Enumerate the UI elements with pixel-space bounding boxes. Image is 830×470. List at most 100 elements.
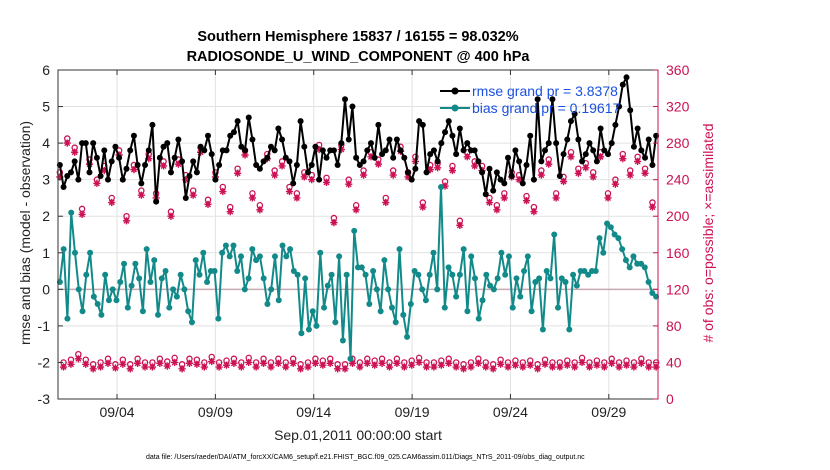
rmse-point xyxy=(497,176,504,183)
rmse-point xyxy=(434,158,441,165)
obs-assimilated-marker xyxy=(367,153,375,161)
rmse-point xyxy=(108,158,115,165)
bias-point xyxy=(471,275,478,282)
rmse-point xyxy=(419,121,426,128)
rmse-point xyxy=(334,162,341,169)
obs-assimilated-marker xyxy=(611,180,620,188)
x-tick-label: 09/29 xyxy=(591,404,626,420)
obs-assimilated-marker xyxy=(308,176,316,184)
bias-point xyxy=(445,264,452,271)
bias-point xyxy=(215,315,222,322)
rmse-point xyxy=(545,140,552,147)
rmse-point xyxy=(230,129,237,136)
x-tick-label: 09/09 xyxy=(198,404,233,420)
obs-assimilated-marker xyxy=(93,179,101,187)
obs-assimilated-marker xyxy=(589,173,597,181)
bias-point xyxy=(79,308,86,315)
obs-assimilated-marker xyxy=(400,363,408,371)
rmse-point xyxy=(175,136,182,143)
rmse-point xyxy=(375,121,382,128)
obs-assimilated-marker xyxy=(511,361,520,369)
obs-assimilated-marker xyxy=(282,363,290,371)
legend-bias-label: bias grand pr = 0.19617 xyxy=(472,100,620,116)
rmse-point xyxy=(442,129,449,136)
bias-point xyxy=(204,279,211,286)
obs-assimilated-marker xyxy=(148,363,157,371)
rmse-point xyxy=(134,162,141,169)
obs-assimilated-marker xyxy=(311,359,320,367)
rmse-point xyxy=(493,169,500,176)
bias-point xyxy=(339,337,346,344)
bias-point xyxy=(385,286,392,293)
rmse-point xyxy=(167,169,174,176)
rmse-point xyxy=(538,158,545,165)
rmse-point xyxy=(353,154,360,161)
obs-assimilated-marker xyxy=(482,363,490,371)
rmse-point xyxy=(460,147,467,154)
obs-assimilated-marker xyxy=(137,191,145,199)
obs-assimilated-marker xyxy=(378,359,386,367)
rmse-point xyxy=(630,143,637,150)
rmse-point xyxy=(186,173,193,180)
obs-assimilated-marker xyxy=(319,361,327,369)
rmse-point xyxy=(242,147,249,154)
obs-assimilated-marker xyxy=(163,362,171,370)
rmse-point xyxy=(619,81,626,88)
rmse-point xyxy=(282,154,289,161)
bias-point xyxy=(366,300,373,307)
rmse-point xyxy=(638,147,645,154)
obs-assimilated-marker xyxy=(604,194,612,202)
rmse-point xyxy=(138,180,145,187)
bias-point xyxy=(324,282,331,289)
obs-assimilated-marker xyxy=(493,206,501,214)
bias-point xyxy=(87,249,94,256)
bias-point xyxy=(521,268,528,275)
obs-assimilated-marker xyxy=(456,221,464,229)
bias-point xyxy=(649,289,656,296)
rmse-point xyxy=(75,176,82,183)
bias-point xyxy=(256,253,263,260)
bias-point xyxy=(532,279,539,286)
rmse-point xyxy=(312,143,319,150)
rmse-point xyxy=(527,132,534,139)
obs-assimilated-marker xyxy=(563,361,571,369)
obs-assimilated-marker xyxy=(582,164,590,172)
obs-assimilated-marker xyxy=(259,359,268,367)
bias-point xyxy=(71,249,78,256)
bias-point xyxy=(181,286,188,293)
bias-point xyxy=(604,220,611,227)
rmse-point xyxy=(582,151,589,158)
obs-assimilated-marker xyxy=(652,363,660,371)
bias-point xyxy=(151,257,158,264)
bias-point xyxy=(192,257,199,264)
bias-point xyxy=(222,242,229,249)
chart-title: Southern Hemisphere 15837 / 16155 = 98.0… xyxy=(197,29,518,45)
obs-assimilated-marker xyxy=(637,359,645,367)
rmse-line xyxy=(58,76,658,203)
bias-point xyxy=(211,268,218,275)
obs-assimilated-marker xyxy=(559,177,568,186)
obs-assimilated-marker xyxy=(467,363,475,371)
bias-point xyxy=(158,275,165,282)
obs-assimilated-marker xyxy=(141,363,149,371)
obs-assimilated-marker xyxy=(600,363,608,371)
rmse-point xyxy=(127,147,134,154)
obs-assimilated-marker xyxy=(430,363,438,371)
bias-point xyxy=(90,293,97,300)
rmse-point xyxy=(319,147,326,154)
rmse-point xyxy=(305,169,311,176)
bias-point xyxy=(230,242,237,249)
rmse-point xyxy=(523,162,530,169)
obs-assimilated-marker xyxy=(237,363,245,371)
bias-point xyxy=(275,297,282,304)
rmse-point xyxy=(256,165,263,172)
bias-point xyxy=(566,326,573,333)
rmse-point xyxy=(171,154,178,161)
bias-point xyxy=(68,209,75,216)
rmse-point xyxy=(530,176,537,183)
obs-assimilated-marker xyxy=(245,358,253,367)
bias-point xyxy=(332,319,339,326)
obs-assimilated-marker xyxy=(545,160,553,168)
obs-assimilated-marker xyxy=(437,361,445,369)
bias-point xyxy=(377,308,384,315)
